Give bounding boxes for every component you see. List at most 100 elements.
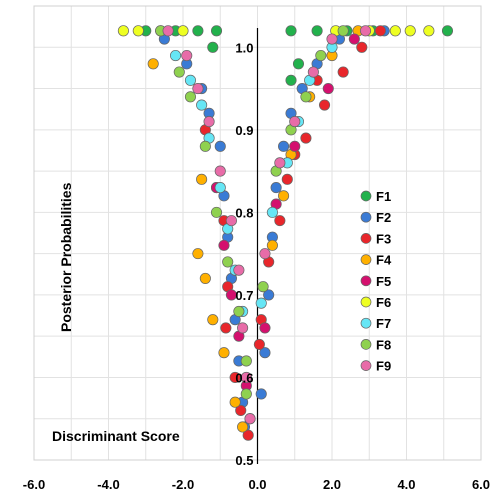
legend-label-f7: F7: [376, 316, 391, 331]
data-point-f5: [225, 289, 237, 301]
legend-marker-f8: [360, 339, 372, 350]
data-point-f8: [240, 355, 252, 367]
legend-label-f5: F5: [376, 274, 391, 289]
data-point-f9: [192, 82, 204, 95]
legend-label-f4: F4: [376, 253, 392, 268]
data-point-f1: [285, 25, 297, 37]
data-point-f2: [214, 140, 226, 152]
legend-marker-f9: [360, 360, 372, 371]
x-tick-label: 2.0: [323, 477, 341, 492]
data-point-f8: [233, 305, 245, 317]
data-point-f8: [210, 206, 223, 218]
data-point-f1: [210, 25, 223, 37]
data-point-f3: [253, 338, 265, 350]
data-point-f9: [289, 116, 301, 128]
data-point-f9: [240, 371, 252, 384]
x-tick-label: 0.0: [248, 477, 266, 492]
legend-marker-f6: [360, 296, 372, 308]
data-point-f9: [259, 248, 271, 260]
data-point-f7: [255, 297, 267, 309]
x-tick-label: 4.0: [397, 477, 415, 492]
data-point-f8: [315, 49, 327, 62]
data-point-f9: [181, 49, 193, 62]
legend-marker-f2: [360, 211, 372, 223]
data-point-f1: [311, 25, 323, 37]
legend-marker-f5: [360, 275, 372, 287]
data-point-f2: [259, 347, 271, 359]
data-point-f5: [322, 82, 334, 95]
y-tick-label: 1.0: [235, 40, 253, 55]
data-point-f4: [192, 248, 204, 260]
y-tick-label: 0.7: [235, 288, 253, 303]
x-tick-label: -2.0: [172, 477, 194, 492]
data-point-f4: [199, 272, 211, 284]
data-point-f3: [229, 371, 241, 384]
legend-marker-f1: [360, 190, 372, 202]
data-point-f9: [307, 66, 319, 78]
legend-marker-f3: [360, 233, 372, 244]
data-point-f1: [192, 25, 204, 37]
data-point-f8: [222, 256, 234, 268]
data-point-f9: [244, 413, 256, 425]
data-point-f3: [281, 173, 293, 185]
data-point-f9: [225, 215, 237, 227]
data-point-f8: [240, 388, 252, 400]
data-point-f8: [199, 140, 211, 152]
data-point-f5: [218, 239, 230, 251]
data-point-f3: [318, 99, 331, 111]
data-point-f6: [404, 25, 416, 37]
data-point-f6: [389, 25, 401, 37]
data-point-f7: [214, 182, 226, 194]
data-point-f3: [337, 66, 349, 78]
data-point-f8: [337, 25, 349, 37]
data-point-f9: [237, 322, 249, 334]
y-tick-label: 0.5: [235, 453, 253, 468]
data-point-f4: [229, 396, 241, 408]
data-point-f3: [300, 132, 312, 144]
data-point-f3: [235, 404, 247, 417]
data-point-f6: [177, 25, 189, 37]
legend-label-f3: F3: [376, 231, 391, 246]
data-point-f2: [263, 289, 275, 301]
data-point-f3: [356, 41, 368, 53]
data-point-f4: [207, 314, 219, 326]
data-point-f6: [117, 25, 129, 37]
legend-marker-f7: [360, 317, 372, 329]
data-point-f6: [423, 25, 435, 37]
data-point-f8: [257, 281, 269, 293]
data-point-f6: [132, 25, 144, 37]
data-point-f1: [441, 25, 454, 37]
data-point-f7: [184, 74, 196, 86]
data-point-f8: [300, 91, 312, 103]
data-point-f1: [285, 74, 297, 86]
data-point-f4: [266, 239, 278, 251]
data-point-f1: [292, 58, 305, 70]
x-tick-label: -4.0: [97, 477, 119, 492]
y-tick-label: 0.6: [235, 370, 253, 385]
data-point-f8: [173, 66, 185, 78]
data-point-f5: [259, 322, 271, 334]
data-point-f9: [214, 165, 226, 177]
data-point-f3: [242, 429, 254, 441]
legend-label-f9: F9: [376, 359, 391, 374]
data-point-f4: [196, 173, 208, 185]
legend-label-f6: F6: [376, 295, 391, 310]
data-point-f4: [147, 58, 159, 70]
data-points: [117, 25, 454, 441]
data-point-f4: [218, 347, 230, 359]
data-point-f2: [270, 182, 282, 194]
x-axis-title: Discriminant Score: [52, 428, 180, 444]
x-tick-label: 6.0: [472, 477, 490, 492]
x-axis-ticks: -6.0 -4.0 -2.0 0.0 2.0 4.0 6.0: [23, 477, 490, 492]
y-tick-label: 0.9: [235, 123, 253, 138]
data-point-f7: [266, 206, 278, 218]
x-tick-label: -6.0: [23, 477, 45, 492]
y-tick-label: 0.8: [235, 205, 253, 220]
y-axis-ticks: 0.5 0.6 0.7 0.8 0.9 1.0: [235, 40, 253, 468]
data-point-f9: [326, 33, 338, 45]
data-point-f7: [170, 49, 182, 62]
data-point-f9: [233, 264, 245, 276]
data-point-f9: [274, 157, 286, 169]
data-point-f2: [255, 388, 267, 400]
